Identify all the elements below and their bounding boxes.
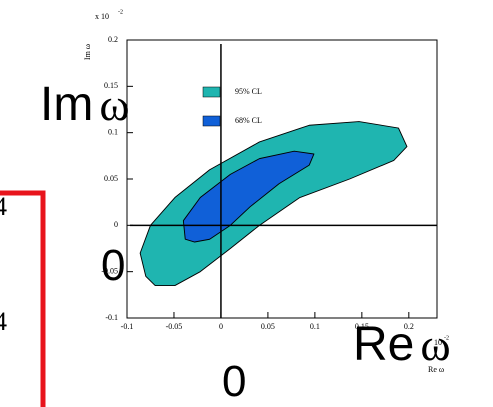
y-tick-label: 0: [114, 220, 118, 229]
x-tick-label: -0.05: [166, 322, 183, 331]
y-exponent: x 10: [95, 12, 109, 21]
omega: ω: [420, 319, 450, 370]
re-text: Re: [353, 318, 414, 371]
x-tick-label: -0.1: [121, 322, 134, 331]
y-tick-label: 0.15: [104, 81, 118, 90]
im-text: Im: [40, 78, 93, 131]
x-tick-label: 0.1: [310, 322, 320, 331]
legend-swatch: [202, 86, 221, 98]
x-exponent-power: -2: [444, 335, 449, 341]
y-tick-label: 0.05: [104, 174, 118, 183]
zero-label: 0: [101, 241, 125, 290]
im-label: Im ω: [40, 78, 130, 131]
zero-label: 0: [222, 357, 246, 406]
x-tick-label: 0.05: [261, 322, 275, 331]
y-tick-label: -0.05: [101, 266, 118, 275]
left-digit: 4: [0, 192, 7, 221]
omega: ω: [99, 79, 129, 130]
y-tick-label: 0.2: [108, 35, 118, 44]
legend-swatch: [202, 115, 221, 127]
x-tick-label: 0.15: [355, 322, 369, 331]
y-tick-label: -0.1: [105, 313, 118, 322]
x-tick-label: 0.2: [404, 322, 414, 331]
x-tick-label: 0: [219, 322, 223, 331]
contour-68: [182, 150, 315, 243]
contour-95: [139, 121, 408, 287]
legend-label: 68% CL: [235, 116, 262, 125]
re-label: Re ω: [353, 318, 451, 371]
left-digit: 4: [0, 307, 7, 336]
x-exponent: 10: [434, 338, 442, 347]
y-axis-label: Im ω: [83, 44, 92, 60]
y-tick-label: 0.1: [108, 127, 118, 136]
contours: [139, 121, 408, 287]
red-frame: [0, 190, 46, 407]
y-exponent-power: -2: [118, 9, 123, 15]
x-axis-label: Re ω: [428, 365, 444, 374]
legend-label: 95% CL: [235, 87, 262, 96]
